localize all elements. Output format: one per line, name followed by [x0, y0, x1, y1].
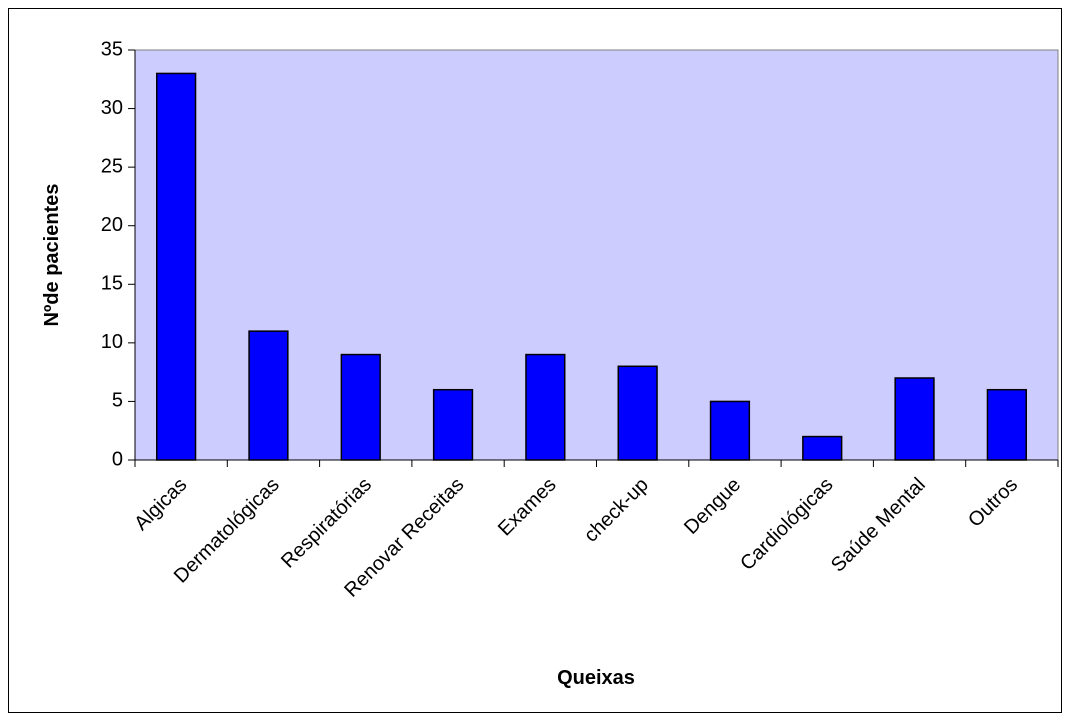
bar	[617, 365, 658, 461]
y-axis-title: Nºde pacientes	[41, 184, 63, 327]
y-tick-label: 20	[101, 214, 123, 236]
bar	[432, 388, 474, 461]
bar	[156, 72, 197, 461]
y-tick-label: 10	[101, 331, 123, 353]
y-tick-label: 35	[101, 38, 123, 60]
bar	[986, 388, 1027, 461]
y-tick-label: 15	[101, 273, 123, 295]
bar	[525, 353, 566, 461]
bar	[709, 400, 751, 461]
bar	[802, 435, 843, 461]
bar	[340, 353, 381, 461]
y-tick-label: 5	[112, 390, 123, 412]
bar	[248, 330, 289, 461]
y-tick-label: 0	[112, 448, 123, 470]
bar	[894, 377, 935, 461]
y-tick-label: 25	[101, 155, 123, 177]
y-tick-label: 30	[101, 97, 123, 119]
x-axis-title: Queixas	[557, 667, 635, 689]
